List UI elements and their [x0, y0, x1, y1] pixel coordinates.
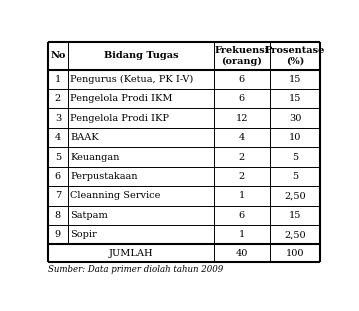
- Text: Satpam: Satpam: [70, 211, 108, 220]
- Text: 6: 6: [239, 211, 245, 220]
- Text: Pengelola Prodi IKM: Pengelola Prodi IKM: [70, 94, 173, 103]
- Text: Keuangan: Keuangan: [70, 153, 120, 161]
- Text: Sopir: Sopir: [70, 230, 97, 239]
- Text: 2: 2: [55, 94, 61, 103]
- Text: 4: 4: [55, 133, 61, 142]
- Text: 5: 5: [292, 153, 298, 161]
- Text: Prosentase
(%): Prosentase (%): [265, 46, 325, 66]
- Text: 6: 6: [239, 75, 245, 84]
- Text: 1: 1: [239, 191, 245, 200]
- Text: 15: 15: [289, 211, 301, 220]
- Text: Bidang Tugas: Bidang Tugas: [104, 51, 178, 60]
- Text: 4: 4: [239, 133, 245, 142]
- Text: 5: 5: [292, 172, 298, 181]
- Text: Sumber: Data primer diolah tahun 2009: Sumber: Data primer diolah tahun 2009: [48, 265, 223, 274]
- Text: 6: 6: [239, 94, 245, 103]
- Text: 12: 12: [236, 114, 248, 123]
- Text: 30: 30: [289, 114, 301, 123]
- Text: Perpustakaan: Perpustakaan: [70, 172, 138, 181]
- Text: 2,50: 2,50: [284, 191, 306, 200]
- Text: 6: 6: [55, 172, 61, 181]
- Text: Cleanning Service: Cleanning Service: [70, 191, 161, 200]
- Text: 100: 100: [286, 249, 304, 258]
- Text: 2: 2: [239, 153, 245, 161]
- Text: 3: 3: [55, 114, 61, 123]
- Text: 1: 1: [55, 75, 61, 84]
- Text: 2: 2: [239, 172, 245, 181]
- Text: 8: 8: [55, 211, 61, 220]
- Text: 9: 9: [55, 230, 61, 239]
- Text: 5: 5: [55, 153, 61, 161]
- Text: BAAK: BAAK: [70, 133, 99, 142]
- Text: 15: 15: [289, 94, 301, 103]
- Text: No: No: [50, 51, 66, 60]
- Text: 40: 40: [236, 249, 248, 258]
- Text: 2,50: 2,50: [284, 230, 306, 239]
- Text: Frekuensi
(orang): Frekuensi (orang): [215, 46, 269, 66]
- Text: Pengurus (Ketua, PK I-V): Pengurus (Ketua, PK I-V): [70, 75, 194, 84]
- Text: 7: 7: [55, 191, 61, 200]
- Text: 1: 1: [239, 230, 245, 239]
- Text: 15: 15: [289, 75, 301, 84]
- Text: JUMLAH: JUMLAH: [108, 249, 153, 258]
- Text: Pengelola Prodi IKP: Pengelola Prodi IKP: [70, 114, 169, 123]
- Text: 10: 10: [289, 133, 301, 142]
